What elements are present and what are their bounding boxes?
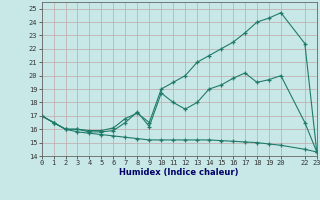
X-axis label: Humidex (Indice chaleur): Humidex (Indice chaleur) [119,168,239,177]
